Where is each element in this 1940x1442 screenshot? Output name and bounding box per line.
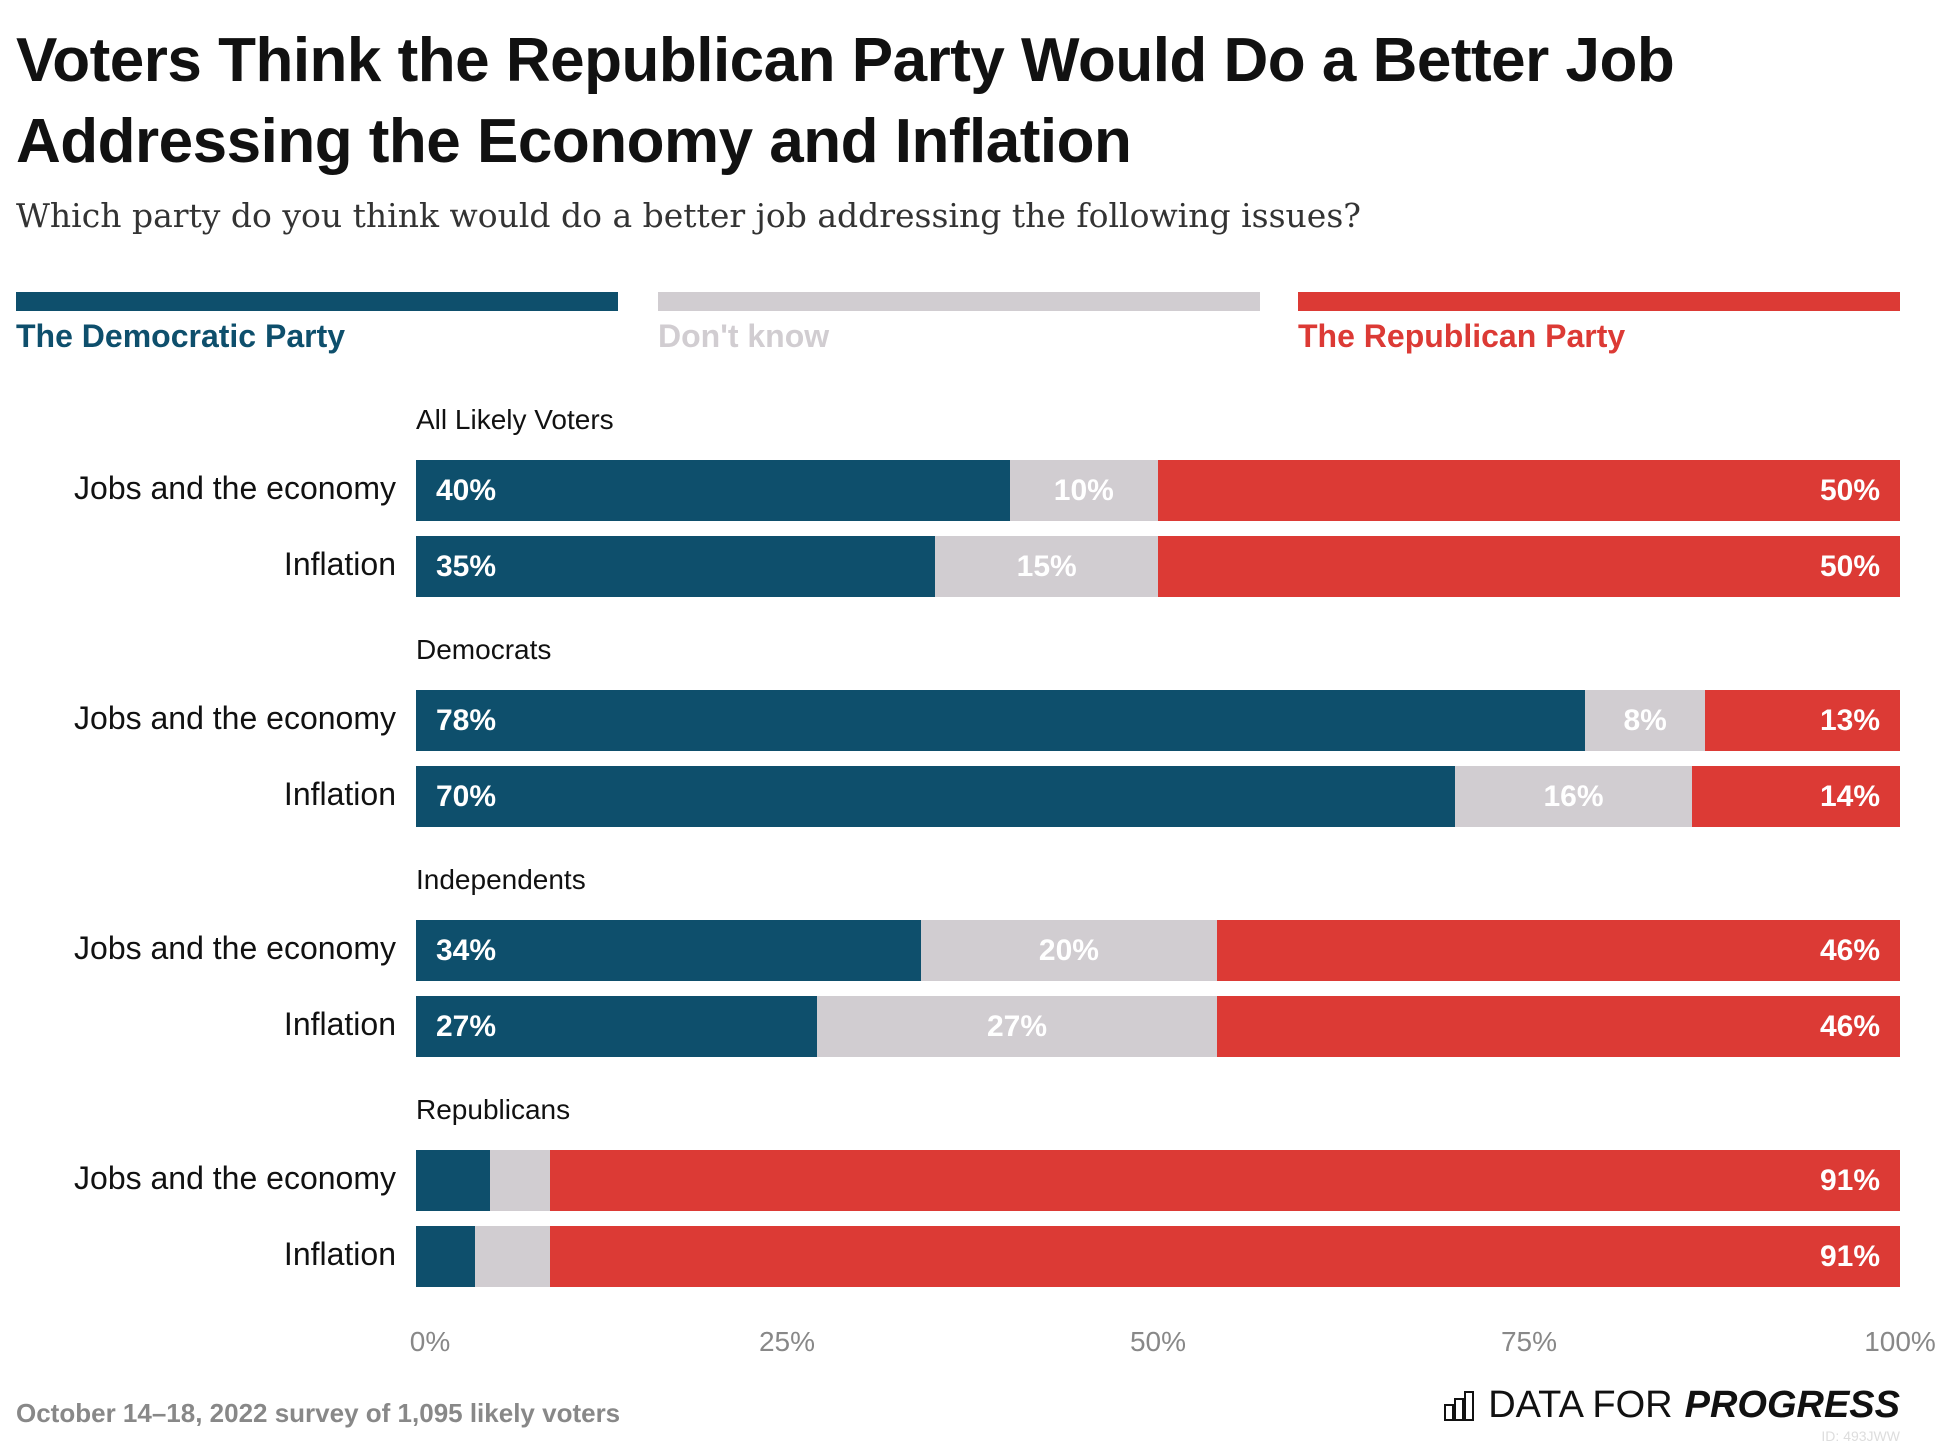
row-label: Jobs and the economy — [74, 930, 396, 966]
bar-segment-dont-know — [1585, 690, 1706, 751]
value-label: 50% — [1819, 550, 1880, 583]
value-label: 10% — [1053, 474, 1114, 507]
value-label: 14% — [1819, 780, 1880, 813]
logo-text-light: DATA FOR — [1488, 1384, 1673, 1426]
legend-label-dont-know: Don't know — [658, 318, 830, 354]
row-label: Jobs and the economy — [74, 470, 396, 506]
bar-segment-republican — [1705, 690, 1900, 751]
legend-swatch-republican — [1298, 292, 1900, 311]
logo-text-bold: PROGRESS — [1684, 1384, 1900, 1426]
x-tick-label: 25% — [758, 1326, 816, 1357]
bar-segment-democratic — [416, 920, 921, 981]
bar-segment-republican — [1692, 766, 1900, 827]
x-tick-label: 75% — [1500, 1326, 1558, 1357]
bar-segment-democratic — [416, 766, 1455, 827]
value-label: 40% — [436, 474, 497, 507]
watermark: ID: 493JWW — [1821, 1428, 1900, 1442]
bar-segment-dont-know — [1009, 460, 1158, 521]
value-label: 20% — [1038, 934, 1099, 967]
bar-segment-dont-know — [490, 1150, 550, 1211]
legend-swatch-dont-know — [658, 292, 1260, 311]
row-label: Inflation — [283, 546, 396, 582]
bar-segment-dont-know — [816, 996, 1218, 1057]
row-label: Jobs and the economy — [74, 1160, 396, 1196]
value-label: 78% — [436, 704, 497, 737]
value-label: 46% — [1819, 1010, 1880, 1043]
value-label: 35% — [436, 550, 497, 583]
group-label: Republicans — [416, 1094, 571, 1125]
bar-segment-republican — [1217, 920, 1900, 981]
bar-segment-republican — [549, 1150, 1900, 1211]
bar-segment-republican — [1158, 460, 1900, 521]
row-label: Inflation — [283, 776, 396, 812]
chart-subtitle: Which party do you think would do a bett… — [16, 196, 1361, 235]
value-label: 27% — [986, 1010, 1048, 1043]
bar-segment-democratic — [416, 1150, 491, 1211]
value-label: 91% — [1819, 1164, 1880, 1197]
bar-segment-democratic — [416, 536, 936, 597]
bar-segment-dont-know — [935, 536, 1158, 597]
row-label: Inflation — [283, 1236, 396, 1272]
legend-label-democratic: The Democratic Party — [16, 318, 346, 354]
group-label: Independents — [416, 864, 586, 895]
logo: DATA FOR PROGRESS — [1444, 1384, 1900, 1427]
bar-segment-democratic — [416, 996, 817, 1057]
bar-chart-icon — [1444, 1390, 1475, 1421]
value-label: 27% — [436, 1010, 497, 1043]
bar-segment-dont-know — [920, 920, 1218, 981]
x-tick-label: 50% — [1129, 1326, 1187, 1357]
bar-segment-republican — [1217, 996, 1900, 1057]
value-label: 46% — [1819, 934, 1880, 967]
bar-segment-republican — [1158, 536, 1900, 597]
legend-label-republican: The Republican Party — [1298, 318, 1626, 354]
value-label: 91% — [1819, 1240, 1880, 1273]
bar-segment-democratic — [416, 1226, 476, 1287]
row-label: Inflation — [283, 1006, 396, 1042]
bar-segment-republican — [549, 1226, 1900, 1287]
x-tick-label: 100% — [1864, 1326, 1936, 1357]
value-label: 50% — [1819, 474, 1880, 507]
bar-segment-dont-know — [475, 1226, 550, 1287]
value-label: 70% — [436, 780, 497, 813]
group-label: Democrats — [416, 634, 552, 665]
bar-segment-democratic — [416, 460, 1010, 521]
footer-note: October 14–18, 2022 survey of 1,095 like… — [16, 1398, 621, 1428]
bar-segment-democratic — [416, 690, 1586, 751]
row-label: Jobs and the economy — [74, 700, 396, 736]
value-label: 16% — [1543, 780, 1604, 813]
chart-title: Voters Think the Republican Party Would … — [16, 26, 1675, 176]
bar-segment-dont-know — [1454, 766, 1693, 827]
legend-swatch-democratic — [16, 292, 618, 311]
value-label: 8% — [1623, 704, 1667, 737]
group-label: All Likely Voters — [416, 404, 614, 435]
value-label: 15% — [1016, 550, 1077, 583]
value-label: 13% — [1819, 704, 1880, 737]
x-tick-label: 0% — [409, 1326, 451, 1357]
value-label: 34% — [436, 934, 497, 967]
